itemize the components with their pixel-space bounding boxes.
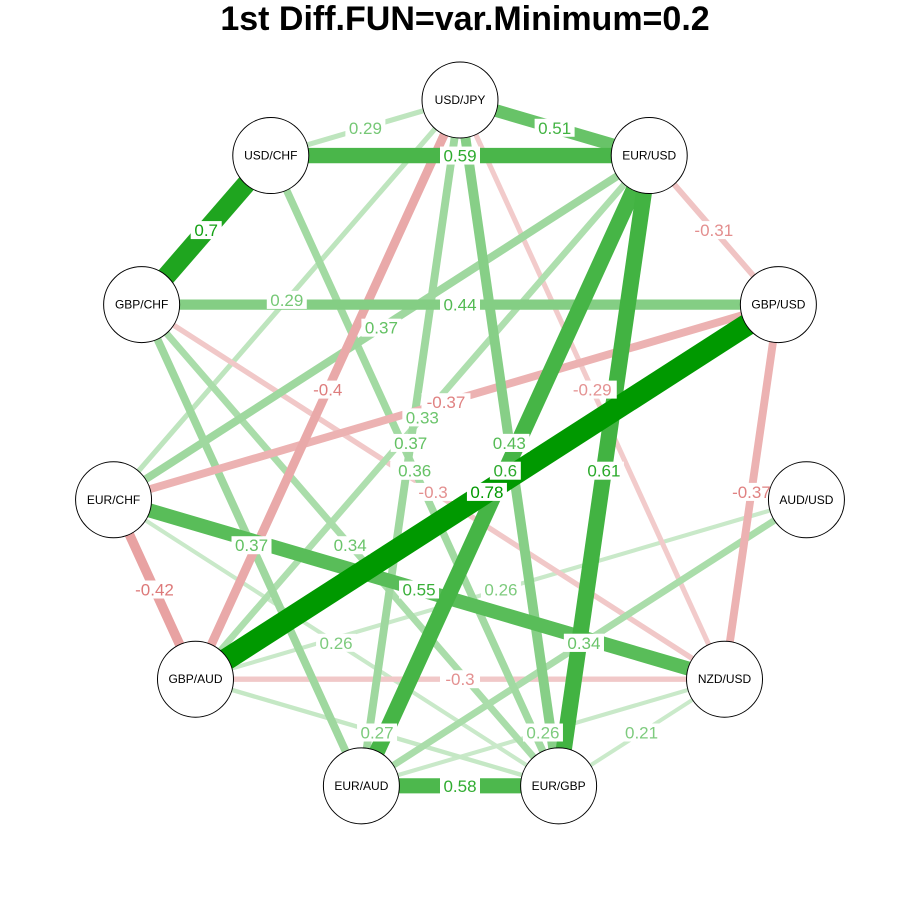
node-label: NZD/USD	[698, 672, 752, 686]
svg-text:-0.4: -0.4	[313, 381, 342, 400]
edge-label-usd-jpy-nzd-usd: -0.29	[567, 380, 617, 400]
edge-label-gbp-usd-nzd-usd: -0.37	[726, 482, 776, 502]
svg-text:0.27: 0.27	[361, 724, 394, 743]
edge-label-usd-chf-eur-gbp: 0.36	[394, 461, 435, 481]
node-label: GBP/AUD	[168, 672, 222, 686]
svg-text:-0.31: -0.31	[694, 221, 733, 240]
edge-label-usd-jpy-eur-usd: 0.51	[534, 119, 575, 138]
svg-text:0.26: 0.26	[484, 581, 517, 600]
edge-label-usd-jpy-eur-chf: 0.29	[266, 290, 307, 310]
edge-label-eur-aud-nzd-usd: 0.26	[522, 723, 563, 743]
node-aud-usd: AUD/USD	[767, 461, 845, 539]
svg-text:0.26: 0.26	[526, 724, 559, 743]
svg-text:0.59: 0.59	[443, 147, 476, 166]
edge-label-eur-chf-gbp-aud: -0.42	[130, 580, 180, 600]
node-nzd-usd: NZD/USD	[686, 640, 764, 718]
node-eur-gbp: EUR/GBP	[520, 747, 598, 825]
svg-text:0.37: 0.37	[235, 536, 268, 555]
svg-text:0.34: 0.34	[334, 536, 367, 555]
svg-text:0.36: 0.36	[398, 462, 431, 481]
edge-label-usd-chf-gbp-chf: 0.7	[190, 221, 222, 240]
node-label: EUR/USD	[622, 149, 676, 163]
svg-text:0.7: 0.7	[194, 221, 218, 240]
node-label: AUD/USD	[779, 493, 833, 507]
edge-label-eur-usd-gbp-aud: 0.33	[402, 408, 443, 427]
node-usd-chf: USD/CHF	[232, 117, 310, 195]
node-label: EUR/GBP	[532, 779, 586, 793]
svg-text:0.29: 0.29	[349, 119, 382, 138]
svg-text:0.37: 0.37	[365, 319, 398, 338]
edge-label-usd-jpy-usd-chf: 0.29	[345, 119, 386, 138]
svg-text:-0.3: -0.3	[418, 483, 447, 502]
edge-label-usd-jpy-eur-aud: 0.37	[390, 433, 431, 453]
edge-label-eur-usd-eur-aud: 0.6	[489, 461, 521, 481]
edge-label-gbp-aud-nzd-usd: -0.3	[440, 670, 480, 689]
svg-text:0.21: 0.21	[625, 724, 658, 743]
svg-text:0.37: 0.37	[394, 434, 427, 453]
edge-label-gbp-chf-eur-aud: 0.37	[231, 536, 272, 555]
node-label: USD/JPY	[435, 93, 486, 107]
svg-text:-0.29: -0.29	[573, 381, 612, 400]
edge-label-eur-aud-eur-gbp: 0.58	[440, 776, 480, 796]
svg-text:0.44: 0.44	[443, 296, 476, 315]
edge-label-eur-usd-gbp-usd: -0.31	[689, 221, 739, 240]
node-label: GBP/USD	[751, 298, 805, 312]
node-label: EUR/AUD	[334, 779, 388, 793]
node-usd-jpy: USD/JPY	[421, 61, 499, 139]
nodes-layer: USD/JPY EUR/USD GBP/USD AUD/USD NZD/USD EUR/G…	[75, 61, 845, 825]
node-eur-chf: EUR/CHF	[75, 461, 153, 539]
edge-label-eur-chf-nzd-usd: 0.55	[399, 580, 440, 600]
edge-label-gbp-chf-eur-gbp: 0.34	[330, 536, 371, 555]
svg-text:0.33: 0.33	[406, 408, 439, 427]
node-gbp-chf: GBP/CHF	[103, 266, 181, 344]
svg-text:0.43: 0.43	[493, 434, 526, 453]
edge-label-eur-chf-eur-usd: 0.37	[361, 318, 402, 338]
svg-text:0.61: 0.61	[587, 462, 620, 481]
node-eur-aud: EUR/AUD	[322, 747, 400, 825]
edge-label-gbp-aud-aud-usd: 0.26	[480, 580, 521, 600]
edge-label-eur-usd-eur-gbp: 0.61	[583, 461, 624, 481]
svg-text:0.51: 0.51	[538, 119, 571, 138]
svg-text:0.78: 0.78	[470, 483, 503, 502]
svg-text:-0.42: -0.42	[135, 581, 174, 600]
edge-label-eur-chf-gbp-usd: -0.37	[421, 393, 471, 412]
edge-label-usd-jpy-gbp-aud: -0.4	[307, 380, 348, 400]
svg-text:-0.37: -0.37	[427, 393, 466, 412]
svg-text:0.55: 0.55	[402, 581, 435, 600]
node-eur-usd: EUR/USD	[610, 117, 688, 195]
edge-label-aud-usd-eur-aud: 0.34	[563, 633, 604, 653]
svg-text:0.29: 0.29	[270, 291, 303, 310]
svg-text:0.34: 0.34	[567, 634, 600, 653]
edge-label-gbp-chf-gbp-usd: 0.44	[440, 295, 480, 315]
edge-label-eur-gbp-nzd-usd: 0.21	[621, 723, 662, 743]
svg-text:0.6: 0.6	[493, 462, 517, 481]
node-label: EUR/CHF	[87, 493, 140, 507]
chart-title: 1st Diff.FUN=var.Minimum=0.2	[220, 0, 709, 38]
edge-label-usd-chf-eur-usd: 0.59	[440, 146, 480, 166]
edge-label-gbp-usd-gbp-aud: 0.78	[466, 482, 507, 502]
edge-label-gbp-chf-nzd-usd: -0.3	[413, 482, 454, 502]
edge-labels-layer: 0.210.220.230.260.260.26-0.270.27-0.290.…	[130, 119, 776, 796]
edge-label-usd-jpy-eur-gbp: 0.43	[489, 433, 530, 453]
svg-text:0.58: 0.58	[443, 777, 476, 796]
node-gbp-aud: GBP/AUD	[156, 640, 234, 718]
edge-label-eur-chf-eur-gbp: 0.26	[316, 633, 357, 653]
edge-label-gbp-aud-eur-gbp: 0.27	[357, 723, 398, 743]
node-label: USD/CHF	[244, 149, 297, 163]
svg-text:-0.37: -0.37	[732, 483, 771, 502]
node-label: GBP/CHF	[115, 298, 168, 312]
node-gbp-usd: GBP/USD	[739, 266, 817, 344]
svg-text:0.26: 0.26	[320, 634, 353, 653]
svg-text:-0.3: -0.3	[445, 670, 474, 689]
